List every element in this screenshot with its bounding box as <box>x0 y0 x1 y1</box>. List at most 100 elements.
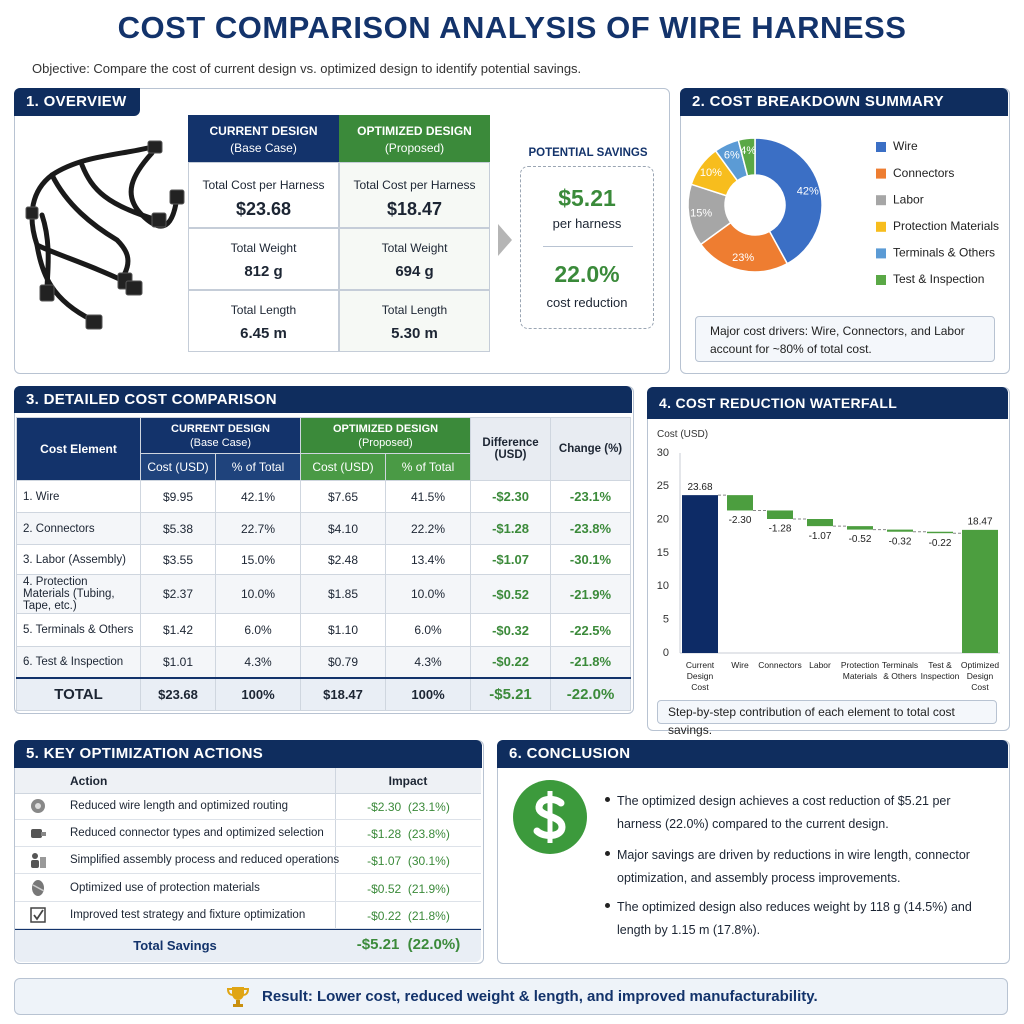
legend-label: Test & Inspection <box>893 272 984 286</box>
cost-cell: $5.38 <box>140 512 216 545</box>
cost-cell: -$1.07 <box>470 544 552 575</box>
header-row: Cost Element CURRENT DESIGN (Base Case) OPT… <box>16 417 632 481</box>
group-subtitle: (Proposed) <box>358 436 413 449</box>
waterfall-bar <box>682 495 718 653</box>
metric-value: $23.68 <box>235 199 292 219</box>
value-label: -0.22 <box>929 538 952 549</box>
dollar-icon <box>513 780 587 854</box>
cost-cell: -30.1% <box>550 544 632 575</box>
cost-cell: -23.1% <box>550 480 632 513</box>
metric-label: Total Length <box>230 303 297 317</box>
detail-row: 6. Test & Inspection $1.01 4.3% $0.79 4.3% -$… <box>16 646 632 678</box>
value-label: -1.28 <box>769 524 792 535</box>
x-tick-label: Optimized Design Cost <box>960 660 1000 692</box>
action-impact: -$2.30 (23.1%) <box>367 800 450 814</box>
legend-swatch <box>876 248 886 259</box>
total-row: TOTAL $23.68 100% $18.47 100% -$5.21 -22.0% <box>16 677 632 711</box>
conclusion-bullet: The optimized design achieves a cost red… <box>617 794 951 831</box>
savings-percent: 22.0% <box>554 261 620 287</box>
header-cell: Cost Element <box>16 417 141 481</box>
action-row <box>15 875 481 902</box>
waterfall-bar <box>887 529 913 532</box>
legend-swatch <box>876 195 886 206</box>
metric-cell: Total Cost per Harness $18.47 <box>339 162 490 228</box>
action-icon <box>31 799 45 813</box>
sub-header: % of Total <box>214 453 302 481</box>
action-text: Reduced connector types and optimized se… <box>70 827 324 840</box>
cost-cell: 10.0% <box>214 574 302 614</box>
column-divider <box>335 768 336 929</box>
x-tick-label: Labor <box>809 660 831 670</box>
action-icon <box>32 879 45 896</box>
design-title: CURRENT DESIGN <box>209 124 318 138</box>
total-impact: -$5.21 (22.0%) <box>356 936 461 953</box>
icon-shape <box>40 857 46 869</box>
divider <box>543 246 633 247</box>
action-impact: -$0.52 (21.9%) <box>367 881 450 896</box>
slice-label: 4% <box>740 145 756 157</box>
cost-cell: 22.7% <box>214 512 302 545</box>
waterfall-bar <box>767 510 793 519</box>
metric-value: $18.47 <box>386 199 443 219</box>
cost-cell: $2.37 <box>140 574 216 614</box>
metric-cell: Total Length 6.45 m <box>188 290 339 352</box>
icon-shape <box>31 829 42 839</box>
y-tick-label: 15 <box>657 547 669 559</box>
cost-cell: 6.0% <box>214 613 302 647</box>
icon-shape <box>32 853 38 860</box>
waterfall-bar <box>962 529 998 653</box>
metric-value: 5.30 m <box>391 325 438 342</box>
cost-cell: -21.8% <box>550 646 632 678</box>
legend-swatch <box>876 142 886 152</box>
cost-cell: 4.3% <box>385 646 472 678</box>
cost-element: 5. Terminals & Others <box>16 613 141 647</box>
waterfall-note: Step-by-step contribution of each elemen… <box>657 700 997 737</box>
slice-label: 15% <box>690 207 712 219</box>
cost-element: 6. Test & Inspection <box>16 646 141 678</box>
savings-box <box>520 166 654 329</box>
action-icon <box>31 829 46 839</box>
total-cell: 100% <box>385 677 472 711</box>
metric-label: Total Weight <box>381 241 448 255</box>
waterfall-bar <box>807 519 833 527</box>
detail-row: 2. Connectors $5.38 22.7% $4.10 22.2% -$1.28-… <box>16 512 632 545</box>
total-cell: 100% <box>214 677 302 711</box>
cost-cell: $7.65 <box>300 480 387 513</box>
metric-label: Total Length <box>381 303 448 317</box>
action-row <box>15 793 481 820</box>
header-cell: Difference (USD) <box>470 417 552 481</box>
actions-header-row: Action Impact <box>15 768 481 794</box>
legend-label: Terminals & Others <box>893 246 995 260</box>
cost-cell: $1.10 <box>300 613 387 647</box>
value-label: 23.68 <box>687 482 712 493</box>
cost-cell: -$0.52 <box>470 574 552 614</box>
cost-cell: 13.4% <box>385 544 472 575</box>
waterfall-bar <box>847 526 873 530</box>
cost-element: 2. Connectors <box>16 512 141 545</box>
group-header: CURRENT DESIGN (Base Case) <box>139 417 302 454</box>
total-cell: TOTAL <box>16 677 141 711</box>
savings-amount-note: per harness <box>552 216 622 231</box>
savings-amount: $5.21 <box>558 185 616 211</box>
pie-slice <box>737 137 756 177</box>
bullet-dot <box>605 797 610 802</box>
cost-cell: $1.01 <box>140 646 216 678</box>
waterfall-chart: Cost (USD) 0 5 10 15 20 25 30 23.68 -2.30 -1.28 -1.… <box>657 429 1000 659</box>
action-text: Improved test strategy and fixture optim… <box>70 908 306 921</box>
column-header: Action <box>70 774 108 788</box>
conclusion-bullet: Major savings are driven by reductions i… <box>617 848 970 885</box>
conclusion-bullet: The optimized design also reduces weight… <box>617 900 972 937</box>
sub-header: % of Total <box>385 453 472 481</box>
cost-cell: 41.5% <box>385 480 472 513</box>
conclusion-heading: 6. CONCLUSION <box>497 740 1008 768</box>
bullet-dot <box>605 851 610 856</box>
savings-title: POTENTIAL SAVINGS <box>528 147 648 159</box>
bullet-dot <box>605 903 610 908</box>
cost-cell: -$0.32 <box>470 613 552 647</box>
group-title: OPTIMIZED DESIGN <box>332 422 439 435</box>
total-cell: $18.47 <box>300 677 387 711</box>
objective: Objective: Compare the cost of current d… <box>32 61 582 76</box>
metric-cell: Total Weight 694 g <box>339 228 490 290</box>
cost-cell: $3.55 <box>140 544 216 575</box>
detail-row: 5. Terminals & Others $1.42 6.0% $1.10 6.0% -… <box>16 613 632 647</box>
